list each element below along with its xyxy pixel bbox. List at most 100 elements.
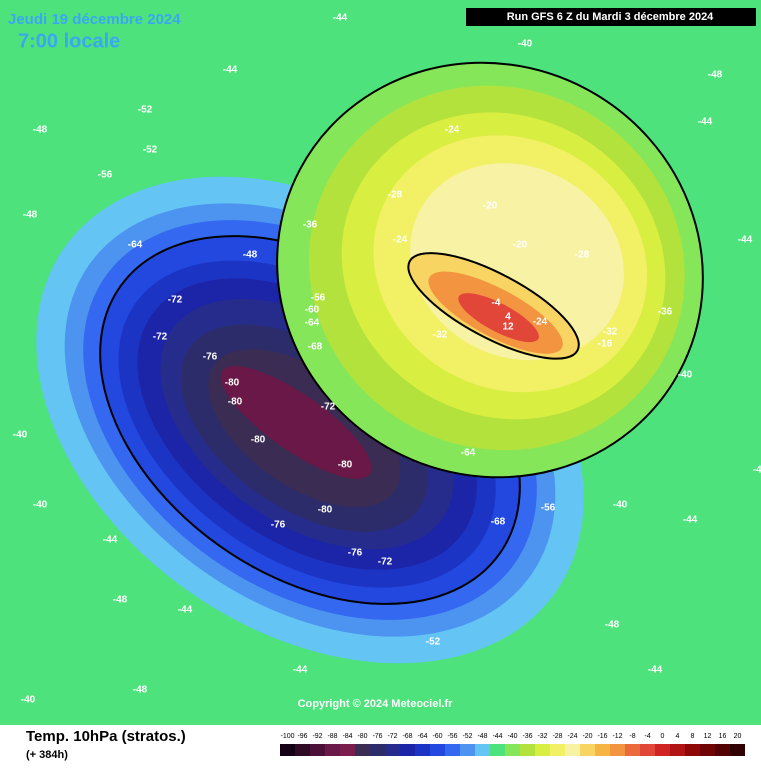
legend-label: -88 xyxy=(327,733,337,740)
contour-label: -68 xyxy=(491,517,506,528)
contour-label: -16 xyxy=(598,339,613,350)
legend-swatch xyxy=(535,744,550,756)
legend-swatch xyxy=(340,744,355,756)
legend-swatch xyxy=(445,744,460,756)
contour-label: -52 xyxy=(426,637,441,648)
contour-label: -48 xyxy=(23,210,38,221)
legend-label: -92 xyxy=(312,733,322,740)
legend-label: -36 xyxy=(522,733,532,740)
legend-swatch xyxy=(685,744,700,756)
legend-label: 12 xyxy=(704,733,712,740)
legend-swatch xyxy=(595,744,610,756)
contour-label: -44 xyxy=(698,117,713,128)
legend-label: -28 xyxy=(552,733,562,740)
contour-label: -32 xyxy=(433,330,448,341)
contour-label: -56 xyxy=(311,293,326,304)
contour-label: -48 xyxy=(605,620,620,631)
contour-label: -20 xyxy=(483,201,498,212)
contour-label: -64 xyxy=(305,318,320,329)
contour-label: -4 xyxy=(492,298,501,309)
legend-swatch xyxy=(640,744,655,756)
contour-label: -80 xyxy=(318,505,333,516)
run-info: Run GFS 6 Z du Mardi 3 décembre 2024 xyxy=(507,11,714,23)
contour-label: -64 xyxy=(128,240,143,251)
legend-swatch xyxy=(580,744,595,756)
contour-label: -20 xyxy=(513,240,528,251)
legend-label: -52 xyxy=(462,733,472,740)
legend-label: -4 xyxy=(644,733,650,740)
legend-label: -12 xyxy=(612,733,622,740)
warm-anomaly xyxy=(276,61,704,479)
legend-label: -20 xyxy=(582,733,592,740)
contour-label: -44 xyxy=(683,515,698,526)
contour-label: -48 xyxy=(243,250,258,261)
legend-swatch xyxy=(385,744,400,756)
legend-swatch xyxy=(715,744,730,756)
legend-swatch xyxy=(295,744,310,756)
legend-swatch xyxy=(310,744,325,756)
legend-label: -56 xyxy=(447,733,457,740)
contour-labels: -44-44-48-48-52-56-52-48-40-40-44-44-48-… xyxy=(13,13,761,706)
legend-swatch xyxy=(625,744,640,756)
legend-swatch xyxy=(505,744,520,756)
legend-label: 4 xyxy=(676,733,680,740)
contour-label: -76 xyxy=(203,352,218,363)
legend-label: -8 xyxy=(629,733,635,740)
legend-label: -96 xyxy=(297,733,307,740)
contour-label: -80 xyxy=(225,378,240,389)
legend-swatch xyxy=(415,744,430,756)
legend-label: -32 xyxy=(537,733,547,740)
contour-label: -44 xyxy=(738,235,753,246)
contour-label: -24 xyxy=(533,317,548,328)
footer-title: Temp. 10hPa (stratos.) xyxy=(26,728,186,745)
legend-swatch xyxy=(325,744,340,756)
contour-label: -24 xyxy=(393,235,408,246)
legend-swatch xyxy=(565,744,580,756)
contour-label: -40 xyxy=(13,430,28,441)
legend-label: -100 xyxy=(280,733,294,740)
contour-label: -68 xyxy=(308,342,323,353)
legend-label: -80 xyxy=(357,733,367,740)
legend-swatch xyxy=(400,744,415,756)
contour-label: -48 xyxy=(708,70,723,81)
legend-swatch xyxy=(730,744,745,756)
legend-label: -16 xyxy=(597,733,607,740)
legend-swatch xyxy=(655,744,670,756)
contour-label: -72 xyxy=(378,557,393,568)
legend-swatch xyxy=(490,744,505,756)
contour-label: -44 xyxy=(223,65,238,76)
contour-label: -44 xyxy=(293,665,308,676)
contour-label: -44 xyxy=(103,535,118,546)
contour-label: -60 xyxy=(305,305,320,316)
contour-label: -32 xyxy=(603,327,618,338)
legend-swatch xyxy=(475,744,490,756)
contour-label: -72 xyxy=(321,402,336,413)
legend-label: -68 xyxy=(402,733,412,740)
legend-swatch xyxy=(520,744,535,756)
contour-label: -40 xyxy=(33,500,48,511)
contour-label: -80 xyxy=(338,460,353,471)
contour-label: -44 xyxy=(333,13,348,24)
legend-swatch xyxy=(610,744,625,756)
contour-label: -44 xyxy=(753,465,761,476)
contour-label: -36 xyxy=(658,307,673,318)
legend-label: 8 xyxy=(691,733,695,740)
valid-time: 7:00 locale xyxy=(18,30,120,52)
legend-label: -48 xyxy=(477,733,487,740)
copyright: Copyright © 2024 Meteociel.fr xyxy=(298,698,454,710)
contour-label: 12 xyxy=(502,322,514,333)
contour-label: -36 xyxy=(303,220,318,231)
legend-label: -72 xyxy=(387,733,397,740)
footer-lead: (+ 384h) xyxy=(26,749,68,761)
contour-label: 4 xyxy=(505,312,511,323)
contour-label: -76 xyxy=(348,548,363,559)
legend: -100 -96 -92 -88 -84 -80 -76 -72 -68 -64 -60 -56 -52… xyxy=(280,733,745,756)
contour-label: -24 xyxy=(445,125,460,136)
legend-swatch xyxy=(460,744,475,756)
contour-label: -44 xyxy=(178,605,193,616)
contour-label: -72 xyxy=(153,332,168,343)
legend-swatch xyxy=(700,744,715,756)
legend-swatch xyxy=(370,744,385,756)
run-banner xyxy=(466,8,756,26)
legend-swatch xyxy=(430,744,445,756)
